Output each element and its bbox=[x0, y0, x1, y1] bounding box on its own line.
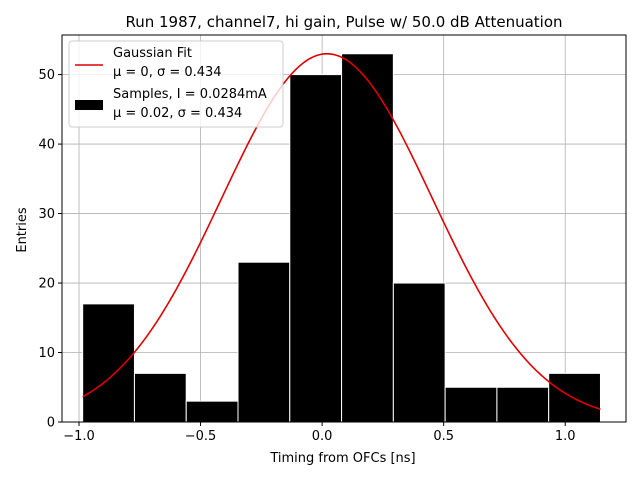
legend-samples-stats: μ = 0.02, σ = 0.434 bbox=[113, 106, 242, 121]
legend-samples-swatch bbox=[75, 100, 103, 110]
histogram-bar bbox=[185, 400, 239, 423]
histogram-bar bbox=[133, 372, 187, 423]
histogram-bar bbox=[496, 386, 550, 423]
x-tick-label: −0.5 bbox=[185, 429, 217, 444]
histogram-bar bbox=[82, 303, 135, 423]
plot-frame bbox=[61, 34, 627, 423]
y-tick-label: 40 bbox=[38, 138, 55, 153]
histogram-bar bbox=[444, 386, 498, 423]
y-tick-label: 50 bbox=[38, 68, 55, 83]
y-tick-label: 20 bbox=[38, 277, 55, 292]
histogram-bar bbox=[237, 261, 291, 423]
y-tick-label: 0 bbox=[47, 416, 55, 431]
x-axis-label: Timing from OFCs [ns] bbox=[269, 451, 415, 466]
legend-fit-stats: μ = 0, σ = 0.434 bbox=[113, 65, 222, 80]
y-axis-ticks: 0 10 20 30 40 50 bbox=[38, 68, 62, 431]
legend-fit-label: Gaussian Fit bbox=[113, 46, 192, 61]
histogram-bar bbox=[289, 74, 343, 423]
gaussian-fit bbox=[82, 52, 601, 410]
y-tick-label: 10 bbox=[38, 346, 55, 361]
legend-samples-label: Samples, I = 0.0284mA bbox=[113, 87, 267, 102]
legend: Gaussian Fit μ = 0, σ = 0.434 Samples, I… bbox=[68, 40, 284, 128]
x-tick-label: 0.0 bbox=[312, 429, 333, 444]
histogram-bar bbox=[392, 282, 446, 423]
y-tick-label: 30 bbox=[38, 207, 55, 222]
y-axis-label: Entries bbox=[15, 207, 30, 253]
histogram-bar bbox=[341, 53, 394, 423]
x-tick-label: 0.5 bbox=[433, 429, 454, 444]
chart-title: Run 1987, channel7, hi gain, Pulse w/ 50… bbox=[125, 13, 562, 31]
x-tick-label: 1.0 bbox=[555, 429, 576, 444]
gaussian-fit-line bbox=[82, 52, 601, 410]
x-tick-label: −1.0 bbox=[63, 429, 95, 444]
x-axis-ticks: −1.0 −0.5 0.0 0.5 1.0 bbox=[63, 422, 576, 444]
legend-box bbox=[68, 40, 284, 128]
